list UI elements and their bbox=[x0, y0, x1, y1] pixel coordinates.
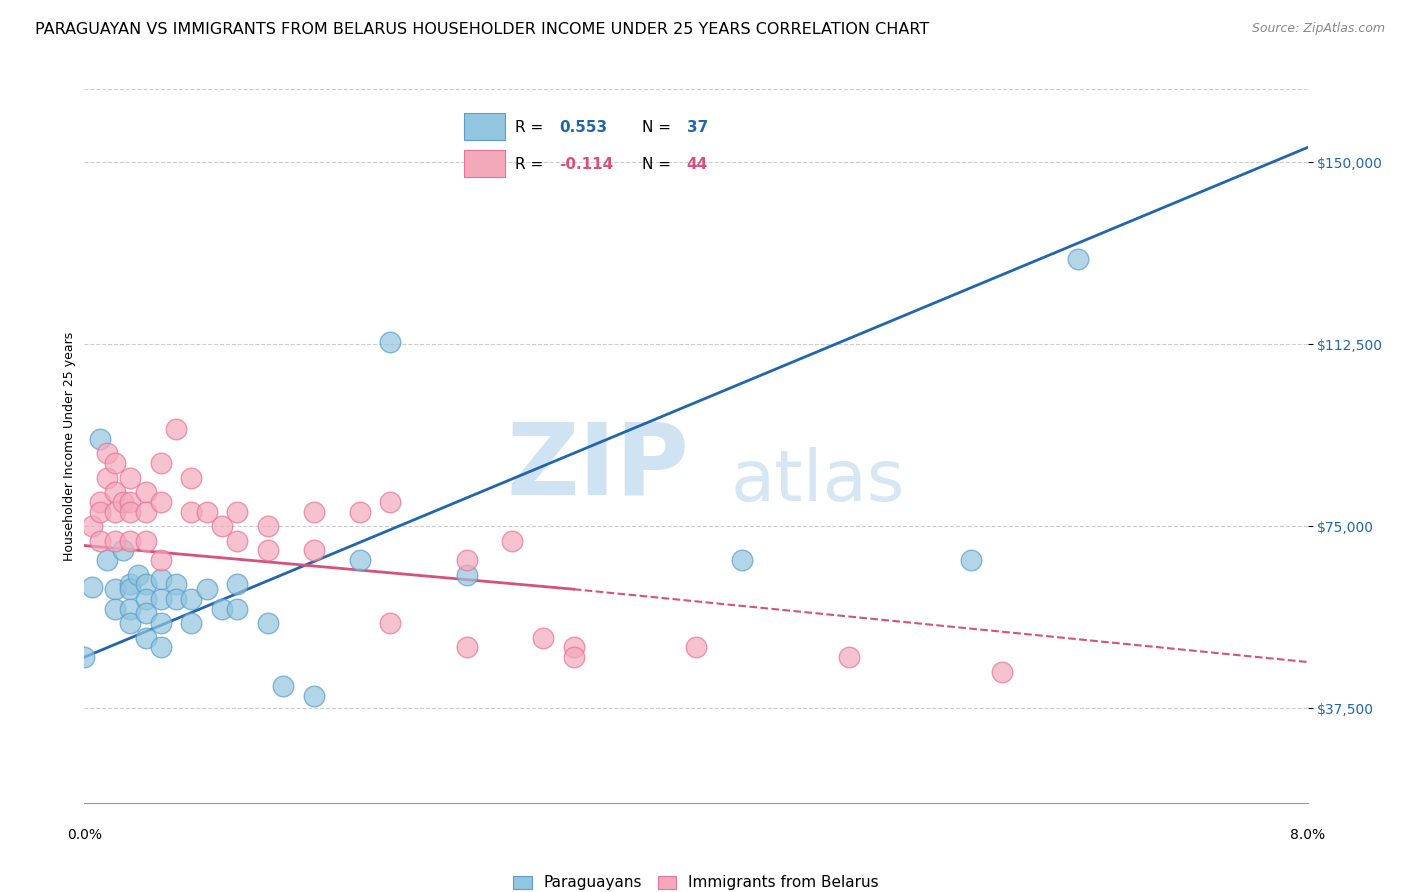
Point bbox=[149, 495, 172, 509]
Point bbox=[89, 504, 111, 518]
Point bbox=[135, 591, 157, 606]
Point bbox=[180, 504, 202, 518]
Text: atlas: atlas bbox=[731, 447, 905, 516]
Text: 0.0%: 0.0% bbox=[67, 828, 101, 842]
Point bbox=[271, 679, 294, 693]
Point bbox=[120, 582, 142, 597]
Point bbox=[104, 601, 127, 615]
Point bbox=[89, 533, 111, 548]
Point bbox=[135, 577, 157, 591]
Point bbox=[96, 470, 118, 484]
Point bbox=[180, 470, 202, 484]
Point bbox=[104, 533, 127, 548]
Point bbox=[135, 631, 157, 645]
Point bbox=[135, 485, 157, 500]
Point bbox=[211, 519, 233, 533]
Point bbox=[226, 504, 249, 518]
Point bbox=[257, 519, 280, 533]
Point bbox=[349, 504, 371, 518]
Point bbox=[120, 533, 142, 548]
Point bbox=[380, 495, 402, 509]
Point bbox=[226, 533, 249, 548]
Point bbox=[180, 591, 202, 606]
Point bbox=[731, 553, 754, 567]
Point bbox=[135, 533, 157, 548]
Point bbox=[149, 573, 172, 587]
Point bbox=[73, 650, 96, 665]
Point bbox=[456, 553, 478, 567]
Point bbox=[562, 650, 585, 665]
Point bbox=[226, 577, 249, 591]
Point bbox=[211, 601, 233, 615]
Point bbox=[120, 601, 142, 615]
Point bbox=[104, 456, 127, 470]
Point bbox=[127, 567, 149, 582]
Text: PARAGUAYAN VS IMMIGRANTS FROM BELARUS HOUSEHOLDER INCOME UNDER 25 YEARS CORRELAT: PARAGUAYAN VS IMMIGRANTS FROM BELARUS HO… bbox=[35, 22, 929, 37]
Point bbox=[302, 543, 325, 558]
Point bbox=[149, 616, 172, 631]
Text: Source: ZipAtlas.com: Source: ZipAtlas.com bbox=[1251, 22, 1385, 36]
Point bbox=[104, 582, 127, 597]
Point bbox=[135, 504, 157, 518]
Point bbox=[149, 456, 172, 470]
Point bbox=[1067, 252, 1090, 266]
Point bbox=[685, 640, 707, 655]
Point bbox=[120, 616, 142, 631]
Point bbox=[195, 582, 218, 597]
Point bbox=[149, 640, 172, 655]
Point bbox=[80, 519, 103, 533]
Point bbox=[562, 640, 585, 655]
Point bbox=[89, 432, 111, 446]
Point bbox=[120, 504, 142, 518]
Point bbox=[120, 495, 142, 509]
Point bbox=[302, 504, 325, 518]
Text: ZIP: ZIP bbox=[506, 419, 689, 516]
Point bbox=[104, 504, 127, 518]
Point bbox=[149, 553, 172, 567]
Point bbox=[165, 577, 187, 591]
Point bbox=[89, 495, 111, 509]
Point bbox=[226, 601, 249, 615]
Y-axis label: Householder Income Under 25 years: Householder Income Under 25 years bbox=[63, 331, 76, 561]
Point bbox=[380, 334, 402, 349]
Point bbox=[349, 553, 371, 567]
Point bbox=[838, 650, 860, 665]
Point bbox=[501, 533, 523, 548]
Legend: Paraguayans, Immigrants from Belarus: Paraguayans, Immigrants from Belarus bbox=[509, 871, 883, 892]
Text: 8.0%: 8.0% bbox=[1291, 828, 1324, 842]
Point bbox=[149, 591, 172, 606]
Point bbox=[257, 616, 280, 631]
Point bbox=[165, 422, 187, 436]
Point bbox=[302, 689, 325, 703]
Point bbox=[80, 580, 103, 594]
Point bbox=[257, 543, 280, 558]
Point bbox=[180, 616, 202, 631]
Point bbox=[96, 553, 118, 567]
Point bbox=[111, 495, 134, 509]
Point bbox=[531, 631, 554, 645]
Point bbox=[195, 504, 218, 518]
Point bbox=[120, 470, 142, 484]
Point bbox=[120, 577, 142, 591]
Point bbox=[111, 543, 134, 558]
Point bbox=[990, 665, 1012, 679]
Point bbox=[135, 607, 157, 621]
Point bbox=[165, 591, 187, 606]
Point bbox=[104, 485, 127, 500]
Point bbox=[456, 640, 478, 655]
Point bbox=[380, 616, 402, 631]
Point bbox=[96, 446, 118, 460]
Point bbox=[456, 567, 478, 582]
Point bbox=[960, 553, 983, 567]
